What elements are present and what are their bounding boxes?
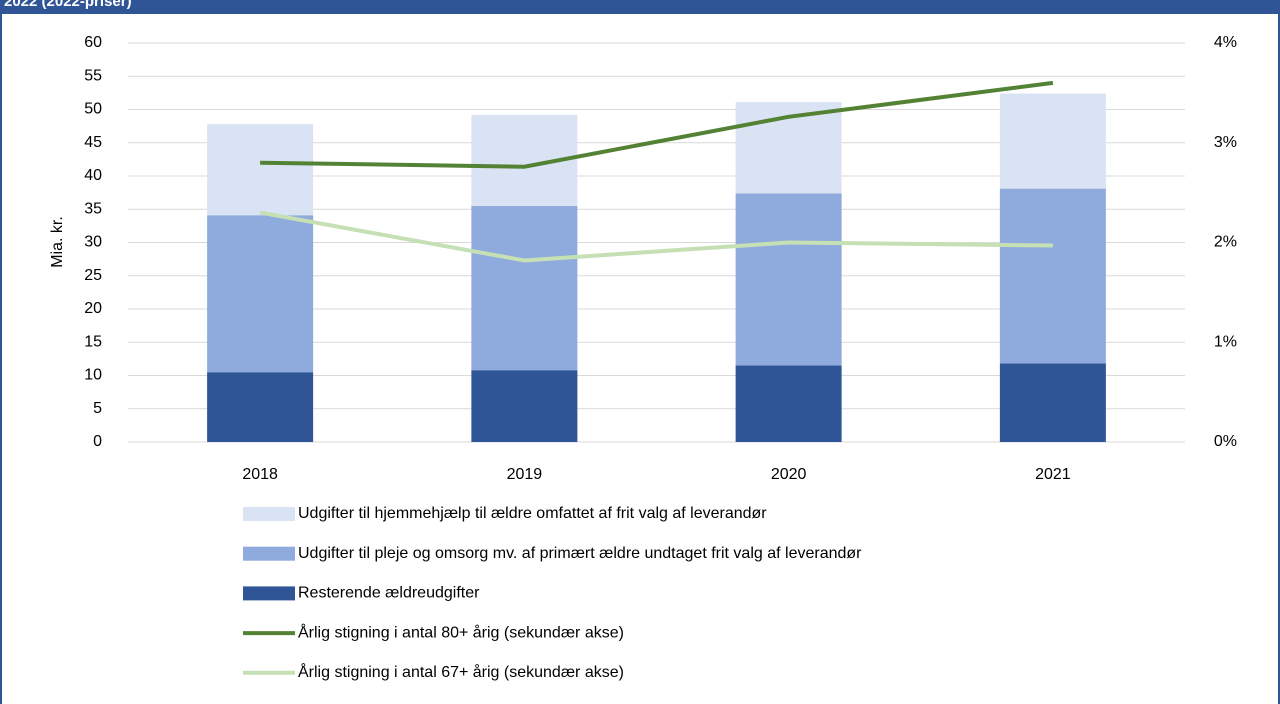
y-tick-label: 40 [84, 167, 102, 184]
x-tick-label: 2019 [507, 466, 543, 483]
bar-segment [207, 372, 314, 442]
legend-swatch [243, 546, 295, 561]
legend-swatch [243, 507, 295, 521]
line-series [259, 210, 1053, 263]
bar-segment [207, 215, 314, 373]
legend-label: Udgifter til hjemmehjælp til ældre omfat… [298, 505, 767, 522]
legend-label: Udgifter til pleje og omsorg mv. af prim… [298, 545, 862, 562]
y2-tick-label: 1% [1214, 333, 1237, 350]
bar-segment [207, 124, 314, 216]
y-tick-label: 15 [84, 333, 102, 350]
bar-segment [471, 205, 578, 371]
legend-label: Resterende ældreudgifter [298, 585, 480, 602]
y2-tick-label: 0% [1214, 433, 1237, 450]
legend-label: Årlig stigning i antal 80+ årig (sekundæ… [298, 622, 624, 641]
y-tick-label: 45 [84, 134, 102, 151]
y-tick-label: 20 [84, 300, 102, 317]
y-tick-label: 25 [84, 267, 102, 284]
chart-title: 2022 (2022-priser) [4, 0, 132, 10]
y-tick-label: 35 [84, 200, 102, 217]
bar-segment [999, 93, 1106, 189]
x-tick-label: 2018 [242, 466, 278, 483]
y2-tick-label: 3% [1214, 134, 1237, 151]
y-tick-label: 10 [84, 367, 102, 384]
line-series [260, 80, 1054, 169]
y-tick-label: 30 [84, 234, 102, 251]
x-tick-label: 2020 [771, 466, 807, 483]
bar-segment [735, 365, 842, 442]
y-tick-label: 0 [93, 433, 102, 450]
y2-tick-label: 2% [1214, 234, 1237, 251]
bar-segment [735, 193, 842, 366]
y-axis-label: Mia. kr. [49, 216, 66, 268]
y-tick-label: 55 [84, 67, 102, 84]
y2-tick-label: 4% [1214, 34, 1237, 51]
y-tick-label: 50 [84, 101, 102, 118]
legend-label: Årlig stigning i antal 67+ årig (sekundæ… [298, 662, 624, 681]
legend-swatch [243, 586, 295, 601]
y-tick-label: 60 [84, 34, 102, 51]
x-tick-label: 2021 [1035, 466, 1071, 483]
bar-segment [999, 363, 1106, 442]
bar-segment [471, 370, 578, 442]
y-tick-label: 5 [93, 400, 102, 417]
bar-segment [999, 188, 1106, 364]
header-banner [0, 0, 1280, 14]
